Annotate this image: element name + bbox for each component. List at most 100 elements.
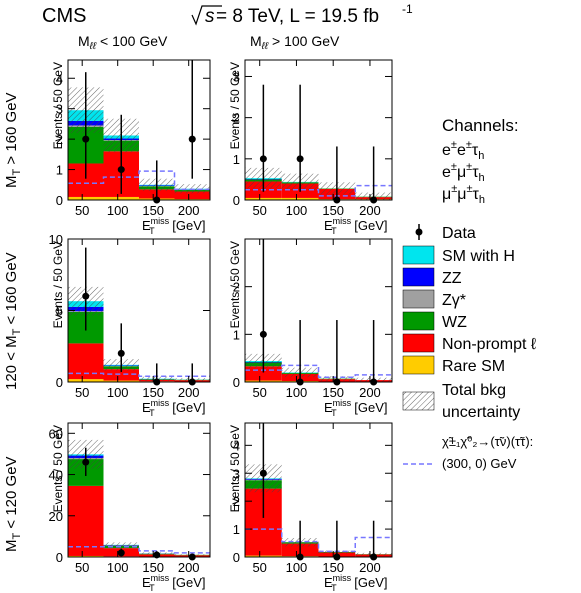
channel-emutau: e±μ±τh [442,161,485,184]
y-tick-label: 10 [49,232,63,247]
column-1-m: M [78,33,90,49]
y-axis-label: Events / 50 GeV [228,241,242,328]
data-point [259,330,267,338]
data-point [117,549,125,557]
row-1-sub: T [11,169,23,176]
row-2-sub: T [11,328,23,335]
x-tick-label: 200 [359,385,381,400]
bar-non-prompt-bin-1 [68,485,104,556]
legend-zgamma-swatch [402,289,435,309]
column-header-2: Mℓℓ > 100 GeV [250,33,340,52]
x-tick-label: 100 [286,203,308,218]
legend-nonprompt: Non-prompt ℓ [402,333,536,353]
data-point [259,469,267,477]
panel-frame [244,422,393,558]
legend-zgamma: Zγ* [402,289,466,309]
legend-zz-swatch [402,267,435,287]
x-tick-label: 150 [142,203,164,218]
y-tick-label: 0 [56,193,63,208]
row-3-rest: < 120 GeV [3,456,20,532]
x-axis-label: Emiss T [GeV] [324,216,388,236]
x-tick-label: 200 [178,385,200,400]
x-tick-label: 100 [107,560,129,575]
legend-signal-line1: χ̃±₁χ̃⁰₂→(τ̃ν)(τ̃τ): [442,434,533,449]
y-tick-label: 1 [233,522,240,537]
signal-line [68,170,210,191]
signal-line [68,372,210,378]
column-1-sub: ℓℓ [89,41,97,52]
signal-line [245,184,392,197]
x-tick-label: 100 [107,385,129,400]
energy-text: = 8 TeV, L = 19.5 fb [216,6,379,27]
legend-raresm-label: Rare SM [442,358,505,375]
y-axis-label: Events / 50 GeV [51,425,65,512]
data-point [82,292,90,300]
data-point [82,458,90,466]
column-2-sub: ℓℓ [261,41,269,52]
legend-data-label: Data [442,225,476,242]
y-tick-label: 3 [56,102,63,117]
x-tick-label: 150 [142,385,164,400]
column-2-rest: > 100 GeV [268,33,340,49]
data-point [117,166,125,174]
data-point [117,349,125,357]
svg-text:MT > 160 GeV: MT > 160 GeV [3,92,23,188]
y-tick-label: 40 [49,468,63,483]
bar-rare-sm-bin-1 [68,196,104,200]
bar-rare-sm-bin-1 [68,379,104,382]
legend-sm-with-h-swatch [402,245,435,265]
y-tick-label: 4 [233,438,240,453]
x-axis-label: Emiss T [GeV] [324,573,388,593]
legend-zgamma-label: Zγ* [442,292,466,309]
bar-non-prompt-bin-4 [174,191,210,200]
row-2-label: 120 < M [3,335,20,390]
channel-mumutau: μ±μ±τh [442,183,485,206]
y-axis-label: Events / 50 GeV [51,62,65,149]
channel-eetau: e±e±τh [442,139,484,162]
x-tick-label: 50 [75,385,89,400]
y-tick-label: 2 [233,280,240,295]
legend-nonprompt-swatch [402,333,435,353]
bar-rare-sm-bin-1 [245,555,282,557]
legend-zz: ZZ [402,267,462,287]
legend-uncertainty: Total bkg uncertainty [402,382,520,421]
legend-signal-line2: (300, 0) GeV [442,456,517,471]
x-tick-label: 200 [178,203,200,218]
x-tick-label: 200 [359,203,381,218]
y-tick-label: 0 [233,375,240,390]
panel-row2-col2: 0 1 2 50 100 150 200 Events / 50 GeV Emiss T [GeV… [228,238,393,418]
x-tick-label: 200 [359,560,381,575]
svg-text:Mℓℓ < 100 GeV: Mℓℓ < 100 GeV [78,33,168,52]
legend-nonprompt-label: Non-prompt ℓ [442,336,536,353]
y-tick-label: 4 [56,71,63,86]
y-tick-label: 0 [56,375,63,390]
signal-line [68,545,210,554]
x-axis-label: Emiss T [GeV] [142,573,206,593]
bar-rare-sm-bin-1 [245,197,282,200]
legend-raresm: Rare SM [402,355,505,375]
panel-frame [244,59,393,201]
y-tick-label: 1 [233,152,240,167]
bar-rare-sm-bin-2 [103,380,139,382]
bar-rare-sm-bin-1 [68,555,104,557]
legend-wz-swatch [402,311,435,331]
y-axis-label: Events / 50 GeV [51,241,65,328]
y-tick-label: 2 [233,494,240,509]
y-tick-label: 20 [49,509,63,524]
panel-row3-col2: 0 1 2 3 4 50 100 150 200 Events / 50 GeV Emiss T [G… [228,422,393,593]
uncertainty-band-bin-2 [103,542,139,548]
row-1-label: M [3,176,20,189]
x-tick-label: 50 [75,560,89,575]
data-point [82,135,90,143]
legend-sm-with-h: SM with H [402,245,515,265]
y-axis-label: Events / 50 GeV [228,425,242,512]
legend-data: Data [415,224,476,242]
y-tick-label: 60 [49,426,63,441]
svg-text:MT < 120 GeV: MT < 120 GeV [3,456,23,552]
data-point [296,155,304,163]
channels-title: Channels: [442,116,519,135]
panel-row2-col1: 0 5 10 50 100 150 200 Events / 50 GeV Emiss T [Ge… [49,232,211,418]
legend-sm-with-h-label: SM with H [442,248,515,265]
